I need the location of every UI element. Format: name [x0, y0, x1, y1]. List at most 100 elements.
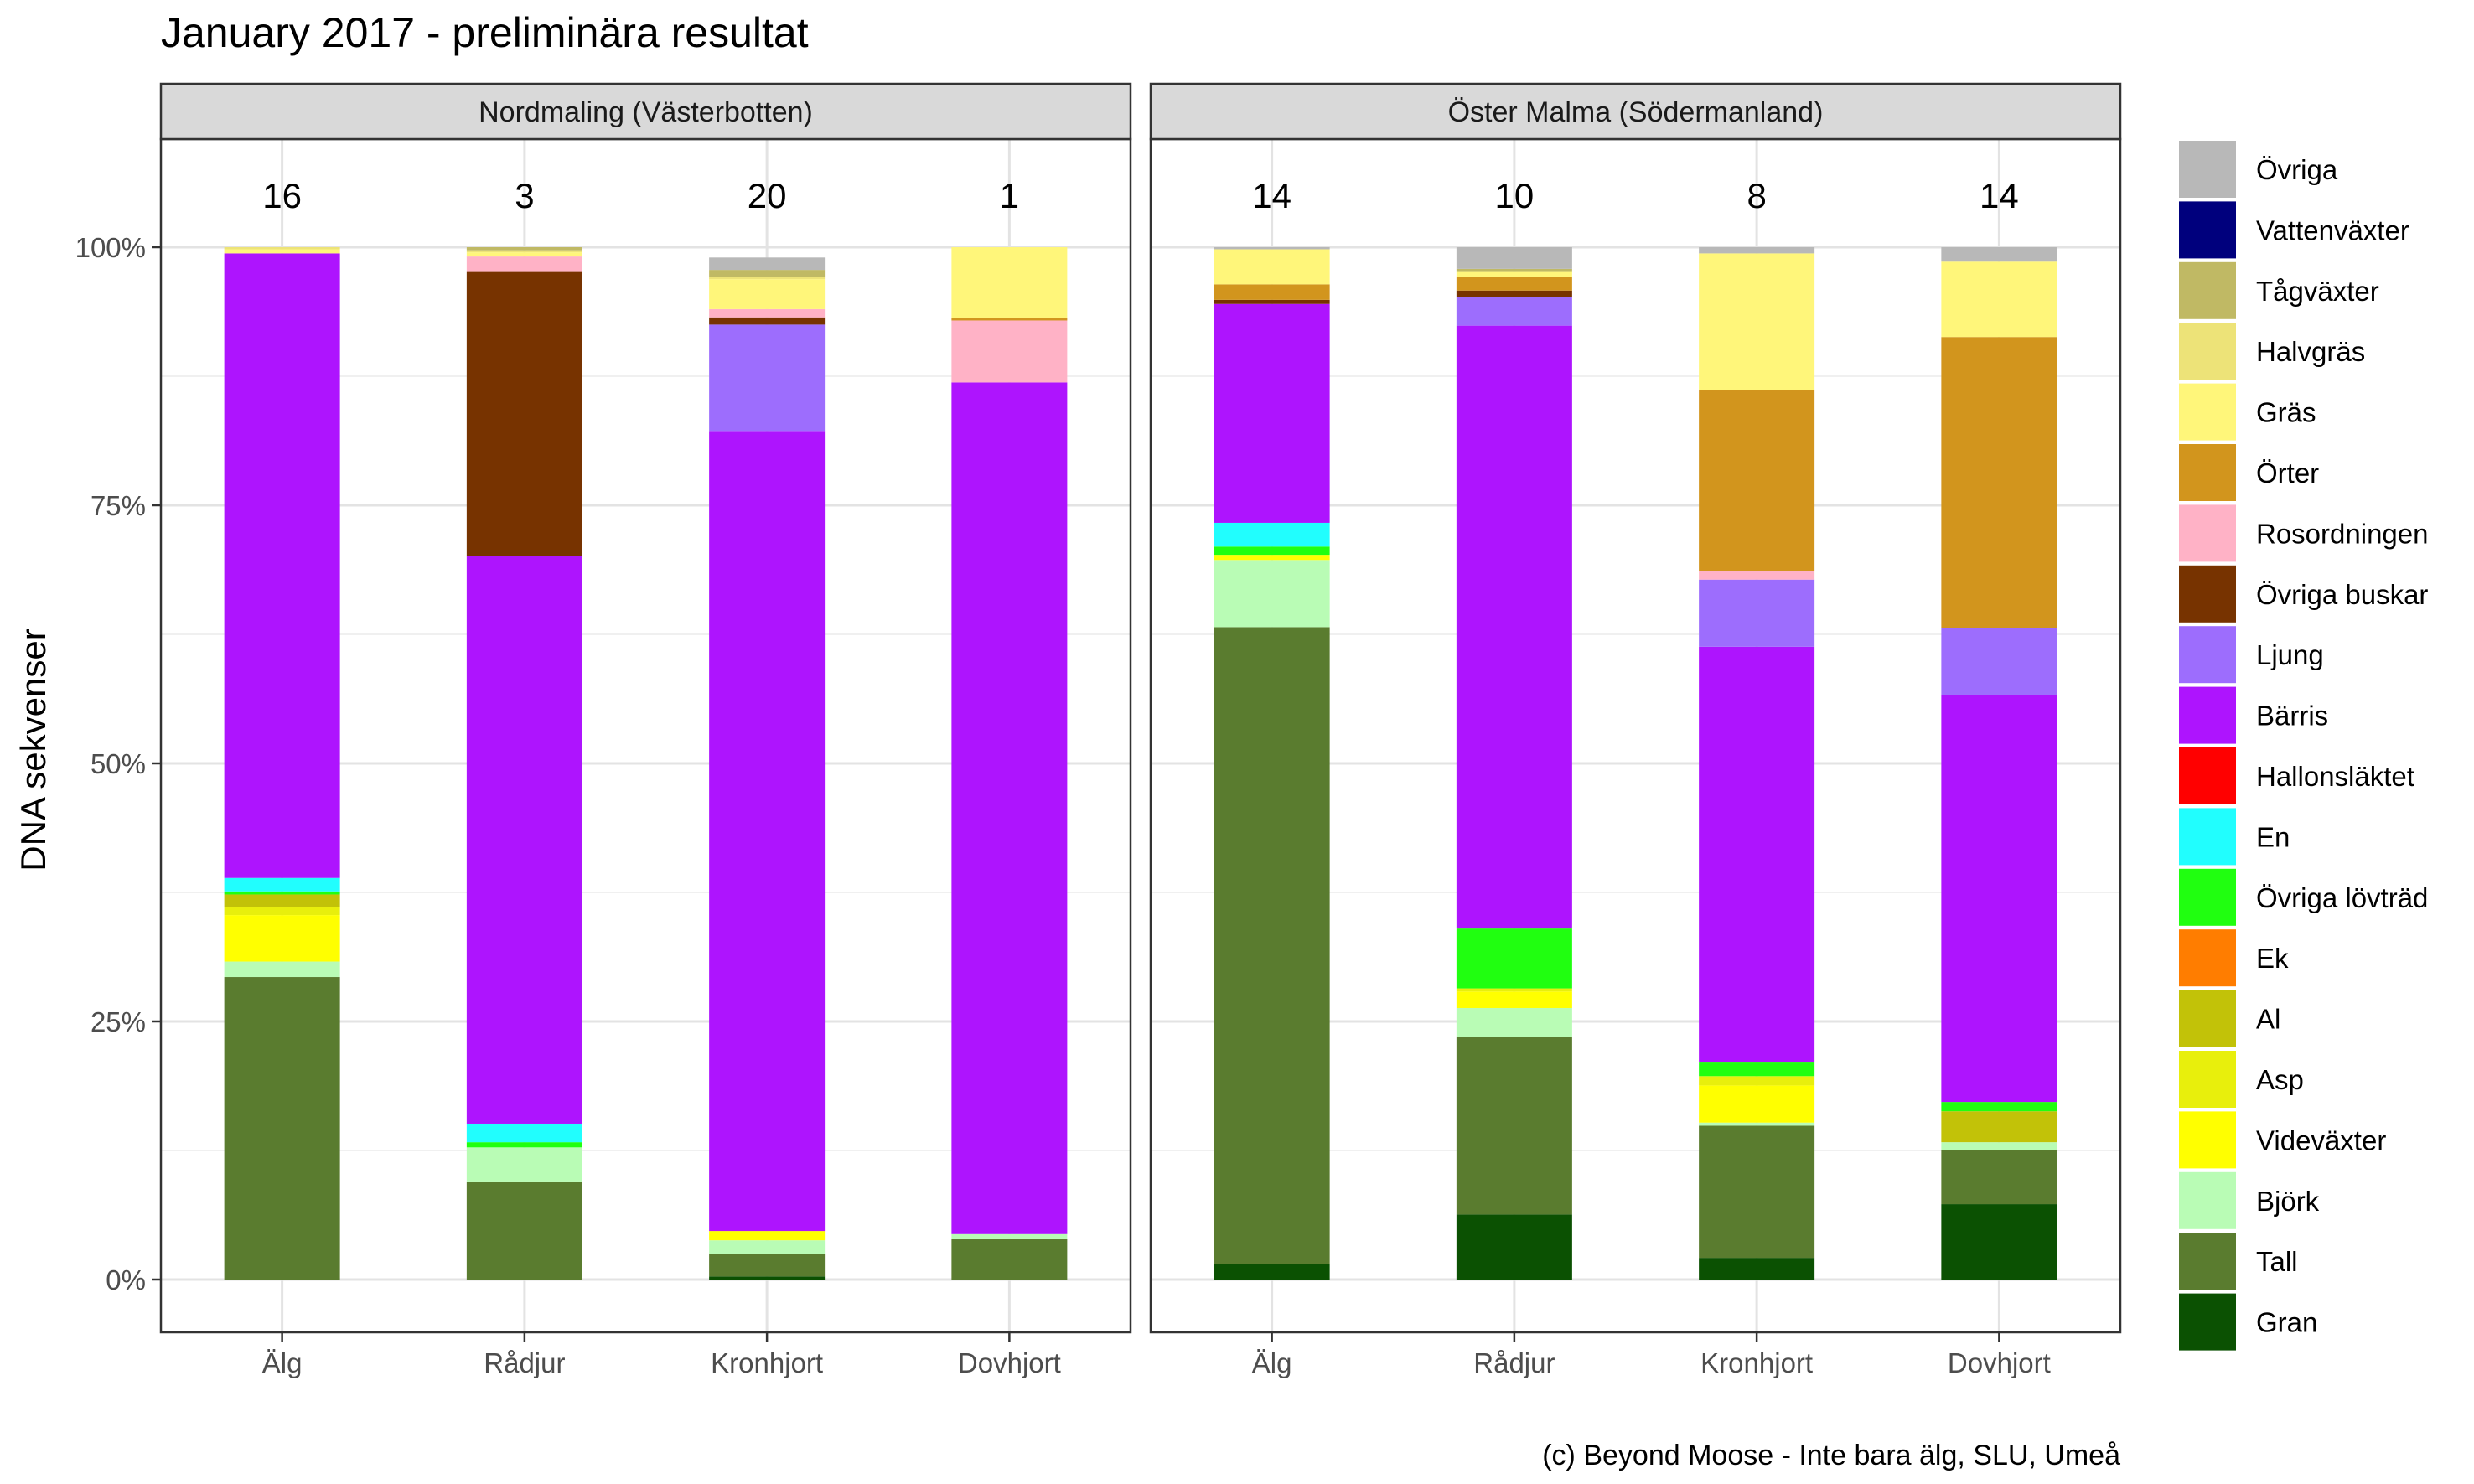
legend-label: Rosordningen	[2256, 518, 2428, 549]
bar-segment	[1941, 1111, 2057, 1143]
x-tick-label: Dovhjort	[1948, 1347, 2051, 1378]
legend-label: Örter	[2256, 458, 2319, 489]
facet-panel: 14 10 8 14 Öster Malma (Södermanland) Älg Rådj…	[1149, 82, 2122, 1378]
y-tick-label: 0%	[106, 1264, 146, 1295]
x-tick-label: Älg	[1252, 1347, 1292, 1378]
legend-key	[2179, 626, 2236, 684]
bar-segment	[466, 256, 582, 272]
bar-segment	[709, 277, 826, 280]
legend-label: Vattenväxter	[2256, 215, 2409, 246]
legend-label: En	[2256, 821, 2290, 852]
bar-segment	[951, 318, 1068, 321]
legend-key	[2179, 323, 2236, 380]
bar-segment	[1941, 628, 2057, 695]
bar-segment	[1214, 1264, 1330, 1280]
legend-key	[2179, 747, 2236, 804]
legend-key	[2179, 444, 2236, 501]
bar-segment	[1214, 303, 1330, 523]
bar-segment	[709, 279, 826, 309]
bar-segment	[1456, 277, 1572, 291]
legend-label: Hallonsläktet	[2256, 761, 2414, 792]
bar-segment	[224, 915, 340, 962]
legend-label: Övriga lövträd	[2256, 882, 2428, 913]
bar-segment	[1699, 579, 1815, 647]
bar-segment	[1214, 284, 1330, 300]
legend-key	[2179, 565, 2236, 623]
legend-key	[2179, 686, 2236, 744]
bar-segment	[224, 247, 340, 250]
bar-segment	[466, 252, 582, 257]
bar-segment	[951, 247, 1068, 319]
bar-segment	[709, 317, 826, 325]
bar-segment	[1941, 261, 2057, 338]
bar-segment	[1699, 571, 1815, 580]
bar-segment	[709, 1231, 826, 1241]
x-tick-label: Rådjur	[484, 1347, 565, 1378]
facet-strip	[1149, 82, 2122, 141]
legend-label: Ljung	[2256, 639, 2324, 670]
chart-title: January 2017 - preliminära resultat	[161, 9, 809, 56]
legend-label: Övriga	[2256, 154, 2338, 185]
bar-segment	[466, 250, 582, 253]
bar-segment	[224, 877, 340, 892]
bar-segment	[1214, 546, 1330, 556]
bar-segment	[1456, 988, 1572, 992]
y-tick-label: 100%	[75, 232, 146, 263]
bar-segment	[1699, 1062, 1815, 1077]
bar-segment	[1941, 1204, 2057, 1280]
legend-label: Bärris	[2256, 701, 2328, 732]
x-tick-label: Kronhjort	[711, 1347, 823, 1378]
legend-key	[2179, 1233, 2236, 1290]
bar-segment	[466, 1123, 582, 1143]
bar-segment	[709, 270, 826, 277]
bar-segment	[951, 320, 1068, 383]
bar-segment	[709, 1276, 826, 1280]
bar-segment	[1699, 390, 1815, 571]
bar-segment	[951, 1238, 1068, 1280]
legend-label: Videväxter	[2256, 1125, 2386, 1156]
bar-segment	[224, 961, 340, 978]
sample-count-label: 16	[262, 176, 302, 215]
y-tick-label: 75%	[91, 490, 146, 521]
legend-label: Asp	[2256, 1064, 2304, 1095]
bar-segment	[1941, 1150, 2057, 1205]
bar-segment	[709, 257, 826, 271]
bar-segment	[1214, 522, 1330, 547]
bar-segment	[1214, 627, 1330, 1264]
y-tick-label: 25%	[91, 1006, 146, 1037]
legend-key	[2179, 141, 2236, 198]
bar-segment	[709, 431, 826, 1232]
bar-segment	[1941, 1142, 2057, 1150]
y-tick-label: 50%	[91, 748, 146, 779]
bar-segment	[709, 1240, 826, 1254]
facet-strip-label: Öster Malma (Södermanland)	[1448, 96, 1824, 128]
legend: Övriga Vattenväxter Tågväxter Halvgräs Gräs Ö…	[2179, 141, 2428, 1351]
legend-key	[2179, 808, 2236, 866]
legend-label: Gräs	[2256, 397, 2316, 428]
x-tick-label: Kronhjort	[1700, 1347, 1813, 1378]
facet-strip-label: Nordmaling (Västerbotten)	[479, 96, 813, 128]
x-tick-label: Dovhjort	[958, 1347, 1061, 1378]
legend-key	[2179, 383, 2236, 441]
bar-segment	[224, 977, 340, 1280]
bar-segment	[1456, 247, 1572, 269]
bar-segment	[709, 1254, 826, 1277]
bar-segment	[1456, 928, 1572, 989]
sample-count-label: 14	[1252, 176, 1291, 215]
bar-segment	[1941, 1102, 2057, 1112]
legend-label: Tågväxter	[2256, 276, 2379, 307]
bar-segment	[1214, 299, 1330, 304]
legend-label: Al	[2256, 1004, 2280, 1035]
bar-segment	[1456, 290, 1572, 297]
sample-count-label: 3	[515, 176, 534, 215]
bar-segment	[466, 556, 582, 1124]
bar-segment	[1456, 271, 1572, 277]
legend-key	[2179, 201, 2236, 259]
bar-segment	[1699, 1125, 1815, 1259]
bar-segment	[951, 382, 1068, 1234]
sample-count-label: 8	[1747, 176, 1766, 215]
facet-panel: 16 3 20 1 Nordmaling (Västerbotten) Älg Rådjur…	[75, 82, 1132, 1378]
sample-count-label: 1	[1000, 176, 1019, 215]
bar-segment	[466, 1147, 582, 1182]
